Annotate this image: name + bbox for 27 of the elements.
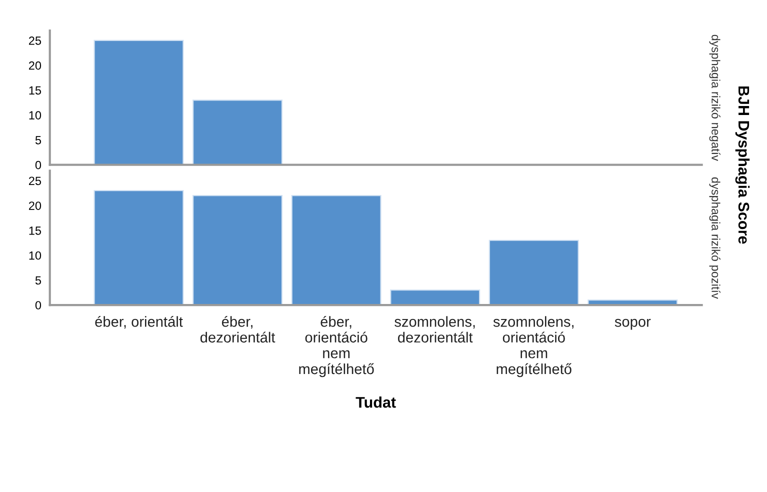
y2-axis-title: dysphagia rizikó pozitív [709,177,720,299]
x-tick-label: szomnolens, orientáció nem megítélhető [493,316,574,378]
bar [488,240,579,306]
bar [291,195,382,306]
x-tick-label: éber, orientáció nem megítélhető [299,316,374,378]
y-tick-label: 10 [29,111,42,120]
y-tick-label: 5 [35,276,42,285]
y-tick-label: 20 [28,202,42,210]
y2-axis-title: dysphagia rizikó negatív [709,34,720,161]
x-tick-label: éber, dezorientált [200,316,276,343]
x-tick-label: sopor [614,318,651,330]
text: BJH Dysphagia Score [735,86,750,244]
y-tick-label: 25 [28,36,42,45]
x-tick-label: éber, orientált [95,316,183,329]
y-tick-label: 20 [28,61,42,70]
x-axis-title: Tudat [356,396,396,408]
bar [192,195,283,306]
bar [390,290,480,306]
y-tick-label: 25 [28,176,42,186]
y-tick-label: 0 [35,160,42,170]
y-tick-label: 15 [29,86,42,95]
bar [94,190,184,306]
y-tick-label: 5 [35,136,42,144]
y-tick-label: 0 [35,301,42,310]
y-tick-label: 10 [29,251,42,260]
y-tick-label: 15 [29,226,42,235]
x-tick-label: szomnolens, dezorientált [394,316,475,343]
